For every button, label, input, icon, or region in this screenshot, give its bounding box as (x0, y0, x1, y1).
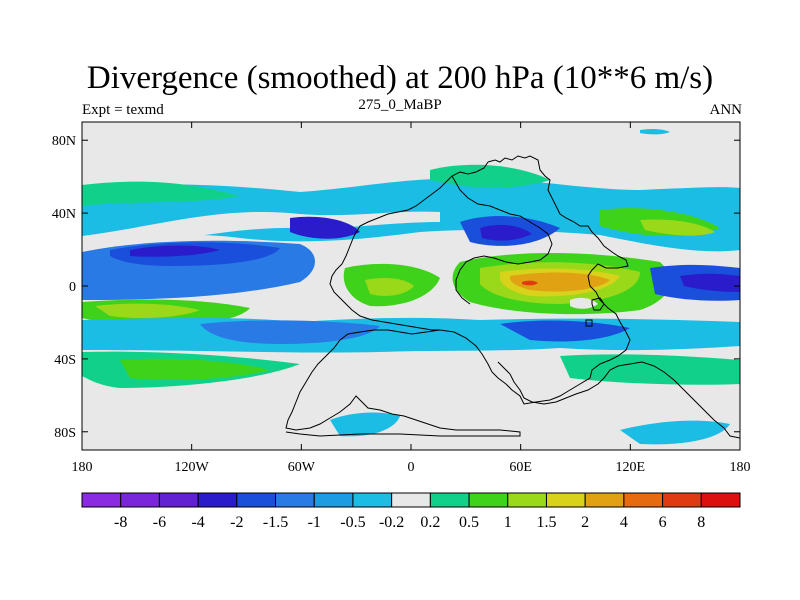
season-label: ANN (709, 102, 743, 118)
contour-yellow-atlantic (365, 278, 414, 296)
x-tick-label: 60E (509, 460, 532, 475)
y-tick-label: 80S (54, 426, 76, 441)
divergence-field (82, 128, 740, 445)
contour-green-south-2 (120, 358, 270, 380)
x-tick-label: 180 (730, 460, 751, 475)
contour-darkblue-europe (480, 224, 532, 241)
colorbar-swatch (120, 492, 160, 508)
contour-cyan-south (82, 317, 740, 353)
colorbar-swatch (545, 492, 586, 508)
experiment-label: Expt = texmd (82, 102, 164, 118)
colorbar-label: -0.5 (340, 514, 365, 531)
colorbar-swatch (468, 492, 509, 508)
colorbar-label: 1 (504, 514, 512, 531)
x-tick-label: 120E (616, 460, 646, 475)
plot-title: Divergence (smoothed) at 200 hPa (10**6 … (86, 60, 714, 96)
contour-cyan-antarctic (330, 412, 400, 437)
colorbar-swatch (662, 492, 702, 508)
laurasia-coastline (329, 161, 489, 331)
colorbar-swatch (507, 492, 547, 508)
x-tick-label: 0 (408, 460, 415, 475)
colorbar-label: 8 (697, 514, 705, 531)
contour-cyan-arctic (640, 128, 670, 135)
y-tick-label: 40N (52, 207, 76, 222)
colorbar-swatch (81, 492, 122, 508)
colorbar-label: 1.5 (536, 514, 556, 531)
colorbar-label: 2 (581, 514, 589, 531)
contour-cyan-antarctic-2 (620, 420, 730, 445)
colorbar-label: -8 (114, 514, 127, 531)
x-tick-label: 120W (175, 460, 210, 475)
pangea-coastline (285, 155, 631, 437)
colorbar-swatch (700, 492, 741, 508)
colorbar-swatch (429, 492, 470, 508)
contour-darkblue-south (500, 320, 630, 342)
colorbar: -8 -6 -4 -2 -1.5 -1 -0.5 -0.2 0.2 0.5 1 1.5 2 4 6 8 (81, 492, 741, 531)
y-tick-label: 80N (52, 134, 76, 149)
contour-green-north (82, 181, 240, 206)
colorbar-label: -1.5 (263, 514, 288, 531)
y-axis: 80N 40N 0 40S 80S (52, 134, 740, 441)
colorbar-swatch (391, 492, 431, 508)
contour-orange-east (510, 272, 610, 292)
contour-darkblue-npac (290, 216, 360, 239)
colorbar-label: 0.5 (459, 514, 479, 531)
colorbar-label: 4 (620, 514, 628, 531)
contour-indigo-eastpac (680, 273, 740, 292)
small-island-1 (585, 319, 593, 327)
continent-outlines (285, 155, 740, 439)
south-polar-coastline (497, 361, 740, 439)
colorbar-swatch (352, 492, 393, 508)
contour-blue-south (200, 320, 380, 344)
colorbar-swatch (275, 492, 315, 508)
colorbar-label: -2 (230, 514, 243, 531)
contour-yellowgreen-ne (640, 219, 715, 236)
contour-yellowgreen-south-west (95, 303, 200, 318)
tethys-coastline (451, 175, 553, 305)
colorbar-label: -0.2 (379, 514, 404, 531)
colorbar-swatch (197, 492, 238, 508)
period-label: 275_0_MaBP (358, 97, 442, 113)
contour-white-band (82, 211, 440, 252)
x-axis: 180 120W 60W 0 60E 120E 180 (72, 122, 751, 475)
colorbar-swatch (313, 492, 354, 508)
colorbar-swatch (623, 492, 664, 508)
colorbar-swatch (158, 492, 199, 508)
colorbar-label: -1 (308, 514, 321, 531)
cimmeria-block (591, 297, 605, 311)
x-tick-label: 60W (288, 460, 316, 475)
colorbar-swatch (236, 492, 277, 508)
y-tick-label: 40S (54, 353, 76, 368)
contour-green-north-2 (430, 164, 550, 188)
colorbar-label: 6 (659, 514, 667, 531)
colorbar-label: -6 (153, 514, 166, 531)
colorbar-swatch (584, 492, 625, 508)
y-tick-label: 0 (69, 280, 76, 295)
x-tick-label: 180 (72, 460, 93, 475)
contour-indigo-west (130, 245, 220, 257)
contour-white-equator-east (570, 297, 598, 309)
colorbar-label: 0.2 (420, 514, 440, 531)
colorbar-label: -4 (191, 514, 204, 531)
contour-red-east (522, 280, 538, 286)
